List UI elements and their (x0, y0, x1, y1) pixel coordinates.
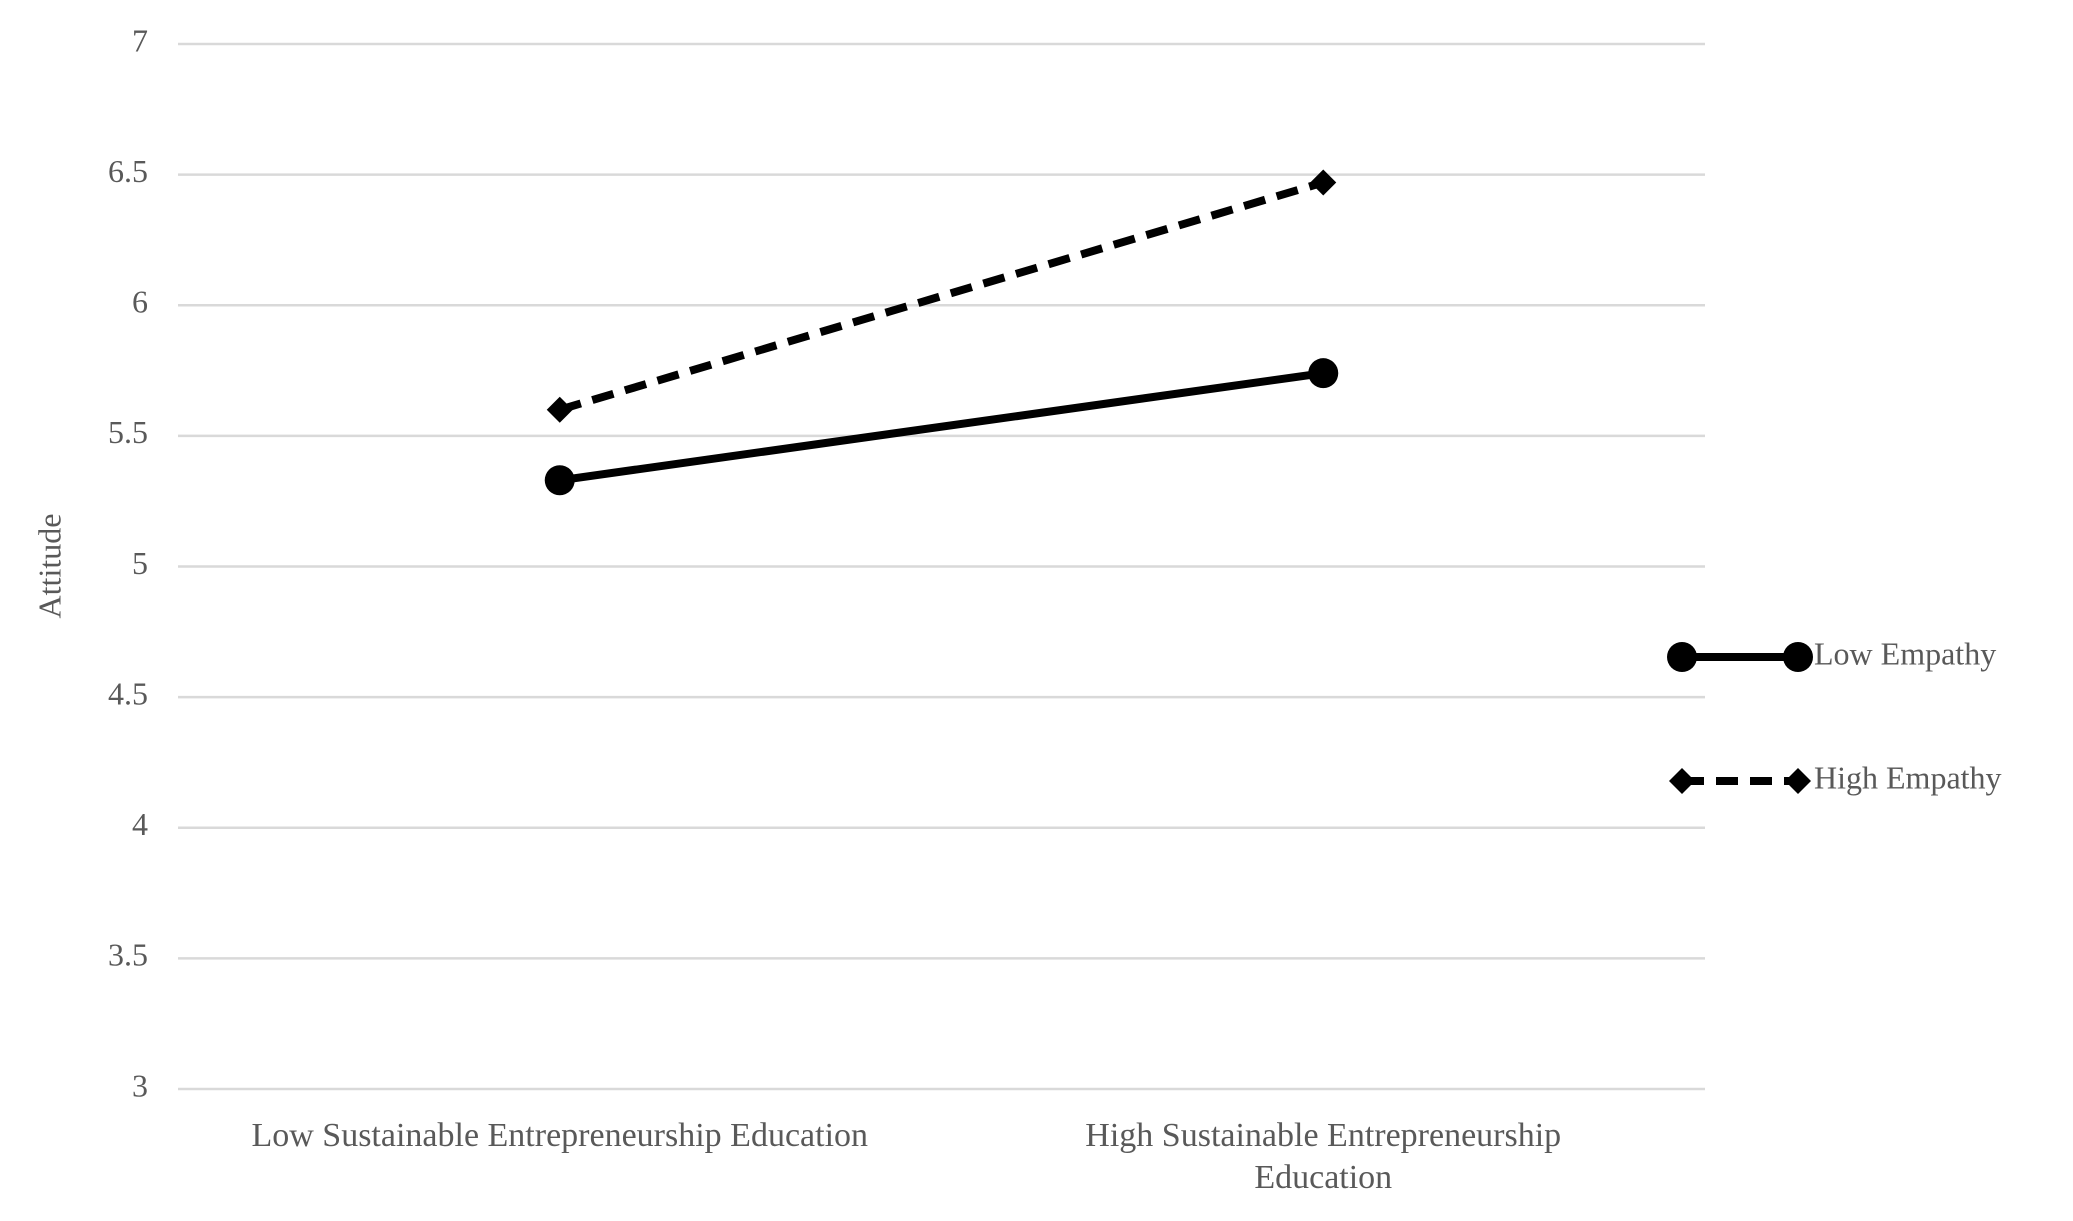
point (1308, 358, 1339, 389)
y-tick-label: 4.5 (108, 675, 148, 711)
point (546, 396, 573, 423)
legend-marker (1667, 642, 1697, 672)
point (544, 465, 575, 496)
y-tick-label: 5 (132, 545, 148, 581)
y-axis-title: Attitude (31, 514, 67, 619)
y-tick-label: 6.5 (108, 153, 148, 189)
legend-marker (1783, 642, 1813, 672)
y-tick-label: 3.5 (108, 937, 148, 973)
y-tick-label: 3 (132, 1067, 148, 1103)
legend-label: High Empathy (1814, 759, 2002, 795)
y-tick-label: 7 (132, 22, 148, 58)
y-tick-label: 6 (132, 284, 148, 320)
point (1310, 169, 1337, 196)
legend-marker (1669, 768, 1695, 794)
series-line (559, 369, 1324, 485)
series-line (558, 178, 1325, 414)
y-tick-label: 5.5 (108, 414, 148, 450)
legend-label: Low Empathy (1814, 635, 1996, 671)
x-tick-label: High Sustainable Entrepreneurship Educat… (1085, 1117, 1562, 1196)
legend-marker (1785, 768, 1811, 794)
x-tick-label: Low Sustainable Entrepreneurship Educati… (251, 1117, 869, 1154)
y-tick-label: 4 (132, 806, 148, 842)
